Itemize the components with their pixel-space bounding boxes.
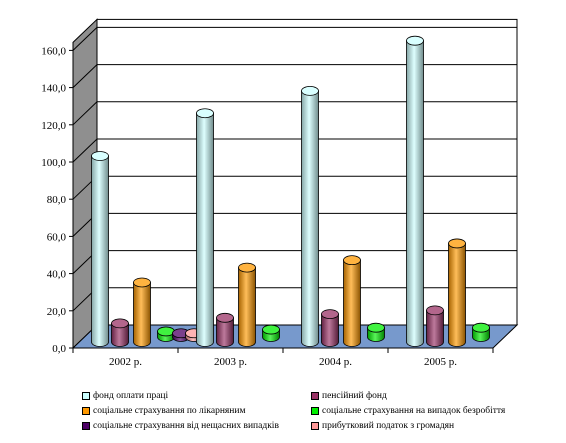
legend-label: прибутковий податок з громадян xyxy=(322,421,455,431)
bar-body xyxy=(238,267,256,347)
bar-top xyxy=(343,255,361,266)
legend-item: фонд оплати праці xyxy=(82,391,168,401)
x-tick-label: 2003 р. xyxy=(214,356,247,368)
bar-top xyxy=(426,305,444,316)
gridline xyxy=(72,138,517,163)
bar xyxy=(472,322,490,342)
bar-body xyxy=(406,40,424,347)
bar-body xyxy=(91,155,109,347)
bar xyxy=(301,86,319,347)
bar-top xyxy=(406,35,424,46)
bar-top xyxy=(262,324,280,335)
legend-label: соціальне страхування по лікарняним xyxy=(93,406,246,416)
bar-top xyxy=(157,326,175,337)
legend-item: пенсійний фонд xyxy=(311,391,387,401)
legend-swatch xyxy=(82,407,90,415)
bar-top xyxy=(321,309,339,320)
bar-body xyxy=(426,309,444,347)
x-tick-label: 2005 р. xyxy=(424,356,457,368)
legend-label: соціальне страхування від нещасних випад… xyxy=(93,421,279,431)
bar-body xyxy=(111,323,129,347)
legend-swatch xyxy=(311,407,319,415)
legend-item: соціальне страхування на випадок безробі… xyxy=(311,406,505,416)
bar-top xyxy=(367,322,385,333)
bar xyxy=(216,312,234,347)
bar xyxy=(343,255,361,347)
bar xyxy=(367,322,385,342)
gridline xyxy=(72,101,517,126)
bar-top xyxy=(301,86,319,96)
bar xyxy=(406,35,424,347)
legend-label: пенсійний фонд xyxy=(322,391,387,401)
bar xyxy=(196,108,214,347)
bar-body xyxy=(448,243,466,347)
bar-top xyxy=(133,277,151,288)
bar xyxy=(157,326,175,342)
legend-item: соціальне страхування від нещасних випад… xyxy=(82,421,279,431)
y-tick-label: 40,0 xyxy=(47,269,67,281)
bar-top xyxy=(216,312,234,323)
gridline xyxy=(72,64,517,88)
legend-swatch xyxy=(311,422,319,430)
bar-body xyxy=(301,90,319,347)
bar xyxy=(321,309,339,347)
legend-swatch xyxy=(82,392,90,400)
legend-label: фонд оплати праці xyxy=(93,391,169,401)
bar xyxy=(426,305,444,347)
bar-body xyxy=(321,313,339,347)
bar-chart: 0,0 20,0 40,0 60,0 80,0 100,0 120,0 140,0 160,0 2… xyxy=(41,18,519,368)
bar-top xyxy=(238,262,256,273)
y-tick-label: 160,0 xyxy=(41,45,66,57)
y-tick-label: 140,0 xyxy=(41,83,66,95)
bar-top xyxy=(196,108,214,119)
x-tick-label: 2002 р. xyxy=(109,356,142,368)
legend-item: прибутковий податок з громадян xyxy=(311,421,454,431)
y-tick-label: 100,0 xyxy=(41,157,66,169)
legend-item: соціальне страхування по лікарняним xyxy=(82,406,245,416)
y-tick-label: 20,0 xyxy=(47,306,67,318)
y-tick-label: 60,0 xyxy=(47,231,67,243)
bar xyxy=(111,318,129,347)
y-tick-label: 80,0 xyxy=(47,194,67,206)
legend-swatch xyxy=(311,392,319,400)
bar-body xyxy=(196,112,214,347)
bar xyxy=(91,151,109,347)
bar xyxy=(238,262,256,347)
bar-body xyxy=(343,259,361,347)
y-tick-label: 120,0 xyxy=(41,120,66,132)
gridline xyxy=(72,26,517,51)
x-tick-label: 2004 р. xyxy=(319,356,352,368)
y-tick-label: 0,0 xyxy=(52,343,66,355)
bar-top xyxy=(91,151,109,161)
bar-top xyxy=(448,238,466,249)
bar-top xyxy=(111,318,129,329)
bar-body xyxy=(216,317,234,347)
bar xyxy=(448,238,466,347)
chart-legend: фонд оплати праці пенсійний фонд соціальне… xyxy=(82,391,552,441)
bar xyxy=(133,277,151,347)
legend-swatch xyxy=(82,422,90,430)
bar-body xyxy=(133,282,151,347)
bar-top xyxy=(472,322,490,333)
bar xyxy=(262,324,280,342)
legend-label: соціальне страхування на випадок безробі… xyxy=(322,406,506,416)
